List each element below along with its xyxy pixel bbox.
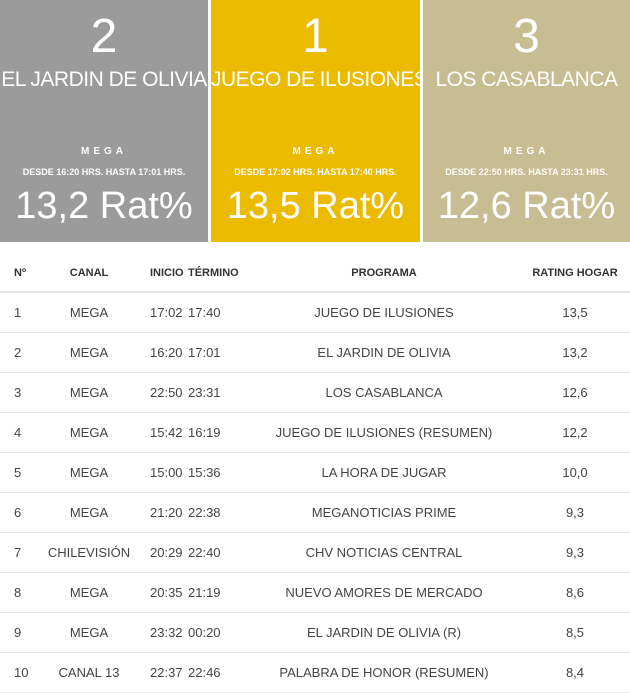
card-rating: 13,5 Rat%	[226, 185, 405, 227]
cell-number: 10	[0, 652, 38, 693]
table-row[interactable]: 7 CHILEVISIÓN 20:29 22:40 CHV NOTICIAS CENTR…	[0, 532, 630, 573]
cell-number: 5	[0, 452, 38, 493]
cell-rating: 10,0	[520, 452, 630, 493]
cell-channel: MEGA	[38, 612, 140, 653]
table-row[interactable]: 4 MEGA 15:42 16:19 JUEGO DE ILUSIONES (RESUM…	[0, 412, 630, 453]
table-row[interactable]: 5 MEGA 15:00 15:36 LA HORA DE JUGAR 10,0	[0, 452, 630, 493]
card-program: LOS CASABLANCA	[435, 68, 618, 91]
header-end[interactable]: TÉRMINO	[186, 255, 248, 293]
card-rating: 12,6 Rat%	[437, 185, 616, 227]
card-rank: 3	[513, 10, 540, 63]
cell-channel: MEGA	[38, 332, 140, 373]
cell-program: NUEVO AMORES DE MERCADO	[248, 572, 520, 613]
cell-start: 22:37	[140, 652, 186, 693]
header-start[interactable]: INICIO	[140, 255, 186, 293]
cell-start: 15:00	[140, 452, 186, 493]
table-row[interactable]: 9 MEGA 23:32 00:20 EL JARDIN DE OLIVIA (R) 8,…	[0, 612, 630, 653]
cell-end: 17:40	[186, 292, 248, 333]
top-three-cards: 2 EL JARDIN DE OLIVIA MEGA DESDE 16:20 H…	[0, 0, 630, 242]
table-row[interactable]: 10 CANAL 13 22:37 22:46 PALABRA DE HONOR (RE…	[0, 652, 630, 693]
header-program[interactable]: PROGRAMA	[248, 255, 520, 293]
cell-end: 16:19	[186, 412, 248, 453]
cell-end: 15:36	[186, 452, 248, 493]
card-channel: MEGA	[81, 146, 127, 157]
cell-program: JUEGO DE ILUSIONES (RESUMEN)	[248, 412, 520, 453]
cell-number: 8	[0, 572, 38, 613]
card-program: EL JARDIN DE OLIVIA	[1, 68, 207, 91]
cell-channel: MEGA	[38, 492, 140, 533]
header-rating[interactable]: RATING HOGAR	[520, 255, 630, 293]
cell-program: JUEGO DE ILUSIONES	[248, 292, 520, 333]
card-rank: 2	[90, 10, 118, 63]
card-rating: 13,2 Rat%	[15, 185, 193, 227]
cell-rating: 13,5	[520, 292, 630, 333]
cell-rating: 8,6	[520, 572, 630, 613]
cell-end: 17:01	[186, 332, 248, 373]
cell-program: PALABRA DE HONOR (RESUMEN)	[248, 652, 520, 693]
cell-program: LA HORA DE JUGAR	[248, 452, 520, 493]
header-channel[interactable]: CANAL	[38, 255, 140, 293]
cell-start: 22:50	[140, 372, 186, 413]
cell-program: MEGANOTICIAS PRIME	[248, 492, 520, 533]
table-header-row: Nº CANAL INICIO TÉRMINO PROGRAMA RATING …	[0, 255, 630, 293]
cell-number: 7	[0, 532, 38, 573]
cell-start: 21:20	[140, 492, 186, 533]
cell-start: 20:29	[140, 532, 186, 573]
card-program: JUEGO DE ILUSIONES	[211, 68, 420, 91]
table-row[interactable]: 8 MEGA 20:35 21:19 NUEVO AMORES DE MERCADO 8,…	[0, 572, 630, 613]
card-rank: 1	[302, 10, 329, 63]
cell-channel: MEGA	[38, 452, 140, 493]
cell-rating: 9,3	[520, 532, 630, 573]
cell-rating: 8,4	[520, 652, 630, 693]
cell-number: 2	[0, 332, 38, 373]
cell-program: LOS CASABLANCA	[248, 372, 520, 413]
cell-channel: MEGA	[38, 372, 140, 413]
cell-start: 15:42	[140, 412, 186, 453]
ratings-table: Nº CANAL INICIO TÉRMINO PROGRAMA RATING …	[0, 255, 630, 693]
cell-rating: 12,6	[520, 372, 630, 413]
cell-rating: 9,3	[520, 492, 630, 533]
cell-rating: 8,5	[520, 612, 630, 653]
cell-end: 00:20	[186, 612, 248, 653]
cell-end: 21:19	[186, 572, 248, 613]
cell-channel: CANAL 13	[38, 652, 140, 693]
card-time-range: DESDE 16:20 HRS. HASTA 17:01 HRS.	[22, 167, 186, 177]
card-channel: MEGA	[292, 146, 339, 157]
cell-number: 9	[0, 612, 38, 653]
cell-channel: MEGA	[38, 412, 140, 453]
cell-number: 1	[0, 292, 38, 333]
table-row[interactable]: 3 MEGA 22:50 23:31 LOS CASABLANCA 12,6	[0, 372, 630, 413]
card-rank-2[interactable]: 2 EL JARDIN DE OLIVIA MEGA DESDE 16:20 H…	[0, 0, 208, 242]
table-row[interactable]: 1 MEGA 17:02 17:40 JUEGO DE ILUSIONES 13,5	[0, 292, 630, 333]
header-number[interactable]: Nº	[0, 255, 38, 293]
cell-end: 22:40	[186, 532, 248, 573]
cell-start: 23:32	[140, 612, 186, 653]
cell-program: EL JARDIN DE OLIVIA	[248, 332, 520, 373]
table-row[interactable]: 2 MEGA 16:20 17:01 EL JARDIN DE OLIVIA 13,2	[0, 332, 630, 373]
card-rank-1[interactable]: 1 JUEGO DE ILUSIONES MEGA DESDE 17:02 HR…	[211, 0, 420, 242]
card-channel: MEGA	[503, 146, 550, 157]
cell-program: EL JARDIN DE OLIVIA (R)	[248, 612, 520, 653]
cell-rating: 13,2	[520, 332, 630, 373]
cell-rating: 12,2	[520, 412, 630, 453]
cell-channel: MEGA	[38, 572, 140, 613]
card-time-range: DESDE 17:02 HRS. HASTA 17:40 HRS.	[234, 167, 397, 177]
cell-number: 4	[0, 412, 38, 453]
cell-number: 6	[0, 492, 38, 533]
cell-number: 3	[0, 372, 38, 413]
card-rank-3[interactable]: 3 LOS CASABLANCA MEGA DESDE 22:50 HRS. H…	[423, 0, 630, 242]
cell-start: 17:02	[140, 292, 186, 333]
table-row[interactable]: 6 MEGA 21:20 22:38 MEGANOTICIAS PRIME 9,3	[0, 492, 630, 533]
cell-channel: MEGA	[38, 292, 140, 333]
cell-end: 23:31	[186, 372, 248, 413]
cell-start: 16:20	[140, 332, 186, 373]
cell-channel: CHILEVISIÓN	[38, 532, 140, 573]
cell-program: CHV NOTICIAS CENTRAL	[248, 532, 520, 573]
cell-end: 22:38	[186, 492, 248, 533]
cell-start: 20:35	[140, 572, 186, 613]
cell-end: 22:46	[186, 652, 248, 693]
card-time-range: DESDE 22:50 HRS. HASTA 23:31 HRS.	[445, 167, 608, 177]
